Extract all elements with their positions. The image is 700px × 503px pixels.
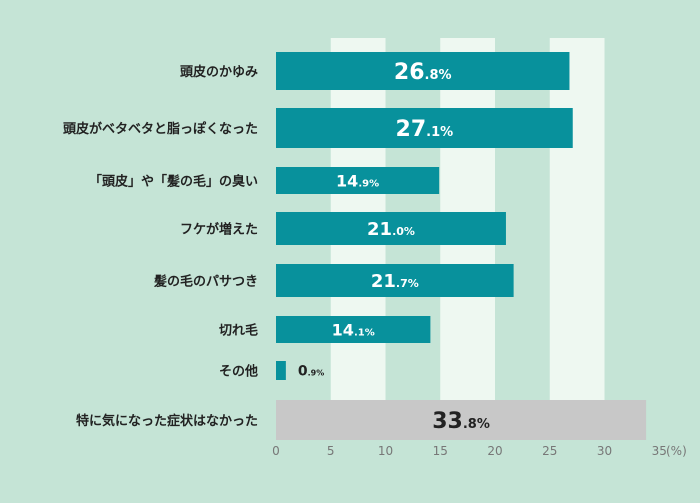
value-label: 33.8% <box>432 409 490 434</box>
value-label: 26.8% <box>394 60 452 85</box>
category-label: フケが増えた <box>180 222 258 238</box>
category-label: 髪の毛のパサつき <box>153 274 258 290</box>
bar <box>276 108 573 148</box>
value-label: 21.0% <box>367 219 415 240</box>
x-tick-label: 25 <box>542 444 557 458</box>
x-tick-label: 5 <box>327 444 335 458</box>
x-tick-label: 20 <box>487 444 502 458</box>
value-label: 27.1% <box>396 117 454 142</box>
bar <box>276 167 440 194</box>
value-labels: 26.8% 27.1% 14.9% 21.0% 21.7% 14.1% 0.9% 33.8% <box>298 60 490 434</box>
x-tick-label: 30 <box>597 444 612 458</box>
bar <box>276 264 514 297</box>
x-axis-unit: (%) <box>666 444 687 458</box>
bar <box>276 361 286 380</box>
bar <box>276 316 431 343</box>
category-label: 特に気になった症状はなかった <box>76 413 258 429</box>
bar <box>276 400 647 440</box>
x-axis-ticks: 0 5 10 15 20 25 30 35 <box>272 444 667 458</box>
category-label: 頭皮がベタベタと脂っぽくなった <box>63 121 258 137</box>
category-label: その他 <box>219 364 258 380</box>
grid-band <box>549 38 605 440</box>
value-label: 0.9% <box>298 364 324 380</box>
value-label: 14.1% <box>332 320 375 339</box>
bar <box>276 212 506 245</box>
category-label: 頭皮のかゆみ <box>180 64 258 80</box>
x-tick-label: 15 <box>433 444 448 458</box>
value-label: 21.7% <box>371 271 419 292</box>
bars <box>276 52 647 440</box>
bar <box>276 52 570 90</box>
category-label: 「頭皮」や「髪の毛」の臭い <box>89 174 258 190</box>
x-tick-label: 10 <box>378 444 393 458</box>
category-label: 切れ毛 <box>219 323 258 339</box>
x-tick-label: 35 <box>652 444 667 458</box>
category-labels: 頭皮のかゆみ頭皮がベタベタと脂っぽくなった「頭皮」や「髪の毛」の臭いフケが増えた… <box>63 64 258 429</box>
value-label: 14.9% <box>336 171 379 190</box>
x-tick-label: 0 <box>272 444 280 458</box>
